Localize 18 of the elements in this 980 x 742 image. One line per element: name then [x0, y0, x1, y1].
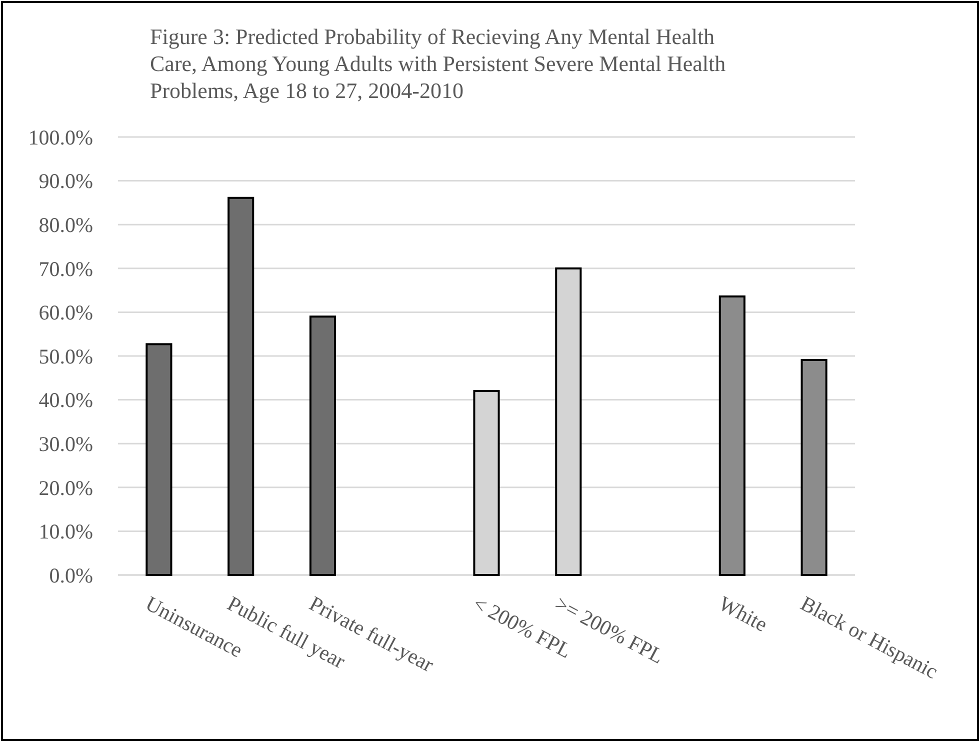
y-tick-label: 20.0% — [38, 476, 93, 500]
y-tick-label: 50.0% — [38, 344, 93, 368]
bar — [718, 295, 746, 576]
y-tick-label: 10.0% — [38, 520, 93, 544]
x-tick-label: White — [714, 591, 772, 636]
y-tick-label: 30.0% — [38, 432, 93, 456]
y-tick-label: 100.0% — [28, 125, 93, 150]
y-tick-label: 0.0% — [49, 563, 93, 588]
bar — [228, 196, 254, 576]
bar — [800, 358, 828, 576]
y-tick-label: 70.0% — [38, 256, 93, 281]
chart-title: Figure 3: Predicted Probability of Recieving Any Mental Health Care, Among Young Adults with Persistent Severe Mental Health Problems, Age 18 to 27, 2004-2010 — [150, 24, 726, 103]
bar — [309, 316, 336, 576]
y-tick-label: 80.0% — [38, 212, 93, 237]
bar — [146, 343, 172, 576]
y-tick-label: 40.0% — [38, 388, 93, 412]
y-tick-label: 60.0% — [38, 300, 93, 325]
y-tick-label: 90.0% — [38, 169, 93, 194]
